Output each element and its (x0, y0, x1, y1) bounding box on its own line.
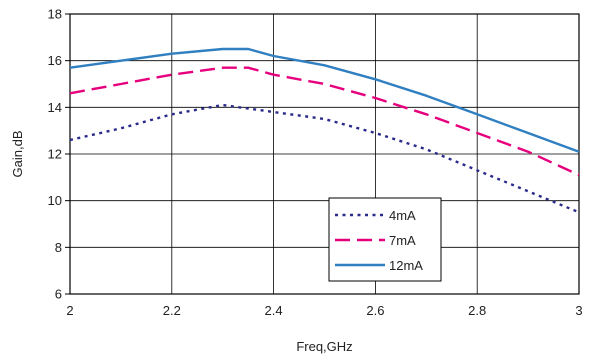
x-tick-label: 2.2 (163, 303, 181, 318)
x-tick-label: 2 (66, 303, 73, 318)
x-tick-label: 2.4 (265, 303, 283, 318)
y-tick-label: 10 (48, 193, 62, 208)
y-tick-label: 18 (48, 7, 62, 22)
x-tick-label: 2.8 (468, 303, 486, 318)
series-line-7mA (69, 66, 580, 177)
legend-label-4mA: 4mA (389, 208, 416, 223)
y-tick-label: 8 (55, 240, 62, 255)
series-line-12mA (69, 47, 580, 153)
y-axis-ticks: 6 8 10 12 14 16 18 (48, 7, 70, 302)
legend-label-7mA: 7mA (389, 233, 416, 248)
grid-lines (70, 14, 579, 294)
x-tick-label: 3 (575, 303, 582, 318)
y-tick-label: 12 (48, 147, 62, 162)
data-series (69, 47, 580, 214)
legend-label-12mA: 12mA (389, 258, 423, 273)
x-tick-label: 2.6 (366, 303, 384, 318)
y-tick-label: 16 (48, 53, 62, 68)
y-tick-label: 6 (55, 287, 62, 302)
x-axis-ticks: 2 2.2 2.4 2.6 2.8 3 (66, 303, 582, 318)
y-axis-title: Gain,dB (10, 131, 25, 178)
legend: 4mA 7mA 12mA (328, 197, 442, 282)
x-axis-title: Freq,GHz (296, 339, 352, 354)
y-tick-label: 14 (48, 100, 62, 115)
